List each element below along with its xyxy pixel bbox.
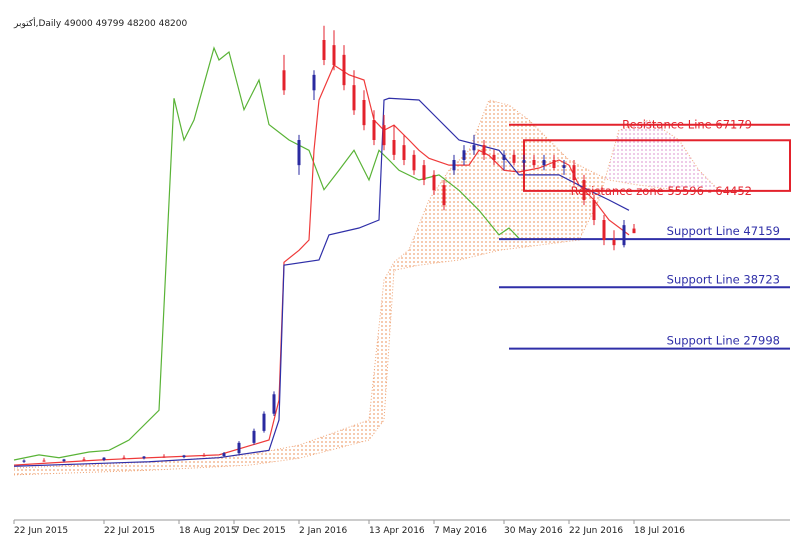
x-tick-label: 18 Aug 2015 (179, 526, 237, 536)
candle-body (222, 453, 226, 456)
candle-body (622, 225, 626, 246)
candle-body (332, 45, 336, 66)
x-tick-label: 22 Jun 2015 (14, 526, 68, 536)
candle-body (512, 154, 516, 163)
candle-body (562, 165, 566, 168)
candle-body (592, 200, 596, 220)
x-tick-label: 7 May 2016 (434, 526, 487, 536)
indicator-line (13, 46, 520, 461)
candle-body (452, 160, 456, 171)
candle-body (382, 125, 386, 146)
level-label: Support Line 38723 (667, 272, 780, 286)
candle-body (432, 174, 436, 191)
candle-body (297, 140, 301, 166)
candle-body (312, 74, 316, 91)
candle-body (472, 145, 476, 151)
x-tick-label: 7 Dec 2015 (234, 526, 286, 536)
level-label: Resistance Line 67179 (622, 118, 752, 132)
candle-body (482, 145, 486, 155)
candle-body (532, 160, 536, 166)
candle-body (162, 456, 166, 458)
candle-body (182, 455, 186, 458)
x-tick-label: 22 Jul 2015 (104, 526, 155, 536)
candle-body (412, 154, 416, 171)
candle-body (462, 150, 466, 160)
candle-body (572, 165, 576, 180)
indicator-line (13, 97, 630, 467)
level-label: Support Line 27998 (667, 334, 780, 348)
candle-body (552, 160, 556, 168)
candle-body (632, 228, 636, 234)
x-tick-label: 13 Apr 2016 (369, 526, 425, 536)
candle-body (202, 455, 206, 457)
candle-body (122, 457, 126, 459)
candle-body (362, 100, 366, 126)
x-tick-label: 22 Jun 2016 (569, 526, 623, 536)
candle-body (372, 120, 376, 140)
candle-body (392, 140, 396, 155)
candle-body (282, 70, 286, 91)
level-label: Support Line 47159 (667, 224, 780, 238)
x-tick-label: 30 May 2016 (504, 526, 563, 536)
span-a (13, 99, 719, 469)
candle-body (502, 154, 506, 160)
candle-body (402, 145, 406, 160)
x-tick-label: 18 Jul 2016 (634, 526, 685, 536)
candle-body (237, 442, 241, 454)
candle-body (252, 430, 256, 443)
candle-body (82, 459, 86, 461)
chart-title: أكتوبر,Daily 49000 49799 48200 48200 (13, 17, 187, 29)
candle-body (602, 220, 606, 240)
candle-body (582, 180, 586, 200)
candle-body (522, 160, 526, 163)
candle-body (272, 394, 276, 414)
candle-body (322, 40, 326, 60)
candle-body (442, 185, 446, 206)
zone-label: Resistance zone 55596 - 64452 (571, 184, 752, 198)
candle-body (142, 456, 146, 459)
candle-body (422, 165, 426, 180)
candle-body (62, 459, 66, 462)
candle-body (42, 460, 46, 462)
candle-body (262, 413, 266, 431)
candle-body (342, 54, 346, 86)
cloud (14, 100, 719, 475)
candle-body (612, 240, 616, 246)
candle-body (22, 460, 26, 462)
candle-body (542, 160, 546, 166)
x-tick-label: 2 Jan 2016 (299, 526, 347, 536)
candle-body (102, 457, 106, 460)
candle-body (492, 154, 496, 160)
candle-body (352, 85, 356, 111)
